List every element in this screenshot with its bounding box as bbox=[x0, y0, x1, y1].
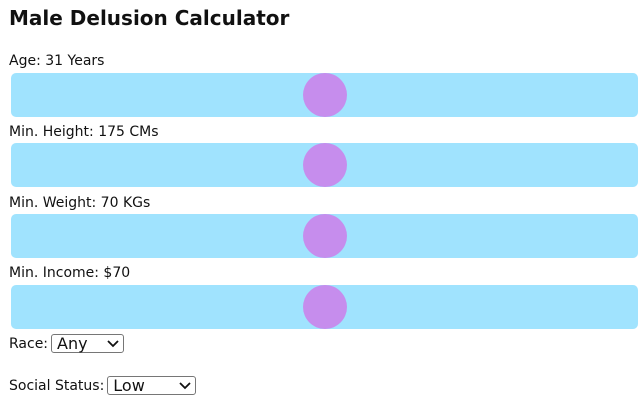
weight-slider-thumb[interactable] bbox=[303, 214, 347, 258]
income-slider-thumb[interactable] bbox=[303, 285, 347, 329]
weight-label: Min. Weight: 70 KGs bbox=[9, 195, 151, 211]
race-row: Race: Any bbox=[9, 334, 125, 353]
weight-slider[interactable] bbox=[11, 214, 638, 258]
chevron-down-icon bbox=[107, 339, 119, 347]
social-status-label: Social Status: bbox=[9, 377, 105, 394]
age-label: Age: 31 Years bbox=[9, 53, 105, 69]
race-select[interactable]: Any bbox=[51, 334, 125, 353]
social-status-row: Social Status: Low bbox=[9, 376, 197, 395]
race-select-value: Any bbox=[57, 334, 88, 353]
height-label: Min. Height: 175 CMs bbox=[9, 124, 159, 140]
height-slider[interactable] bbox=[11, 143, 638, 187]
chevron-down-icon bbox=[179, 381, 191, 389]
income-label: Min. Income: $70 bbox=[9, 265, 131, 281]
page-title: Male Delusion Calculator bbox=[9, 6, 290, 30]
income-slider[interactable] bbox=[11, 285, 638, 329]
height-slider-thumb[interactable] bbox=[303, 143, 347, 187]
social-status-select-value: Low bbox=[113, 376, 145, 395]
age-slider[interactable] bbox=[11, 73, 638, 117]
age-slider-thumb[interactable] bbox=[303, 73, 347, 117]
social-status-select[interactable]: Low bbox=[107, 376, 197, 395]
race-label: Race: bbox=[9, 335, 49, 352]
